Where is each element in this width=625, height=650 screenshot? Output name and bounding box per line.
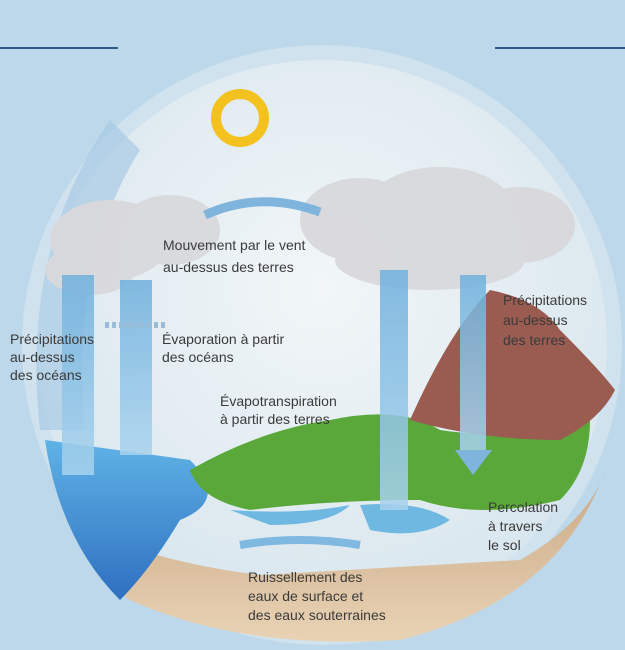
label-line: Ruissellement des (248, 569, 362, 585)
label-line: Mouvement par le vent (163, 237, 306, 253)
label-line: Évaporation à partir (162, 331, 285, 347)
label-line: des océans (162, 349, 234, 365)
label-line: Précipitations (503, 292, 587, 308)
label-line: des terres (503, 332, 565, 348)
illustration (0, 45, 625, 645)
label-line: des océans (10, 367, 82, 383)
label-line: au-dessus (10, 349, 75, 365)
label-line: des eaux souterraines (248, 607, 386, 623)
label-line: le sol (488, 537, 521, 553)
label-line: à travers (488, 518, 542, 534)
label-line: à partir des terres (220, 411, 330, 427)
label-line: au-dessus (503, 312, 568, 328)
label-line: Percolation (488, 499, 558, 515)
label-line: Précipitations (10, 331, 94, 347)
label-line: Évapotranspiration (220, 393, 337, 409)
label-line: au-dessus des terres (163, 259, 294, 275)
label-line: eaux de surface et (248, 588, 363, 604)
labels: Mouvement par le vent au-dessus des terr… (10, 237, 587, 623)
